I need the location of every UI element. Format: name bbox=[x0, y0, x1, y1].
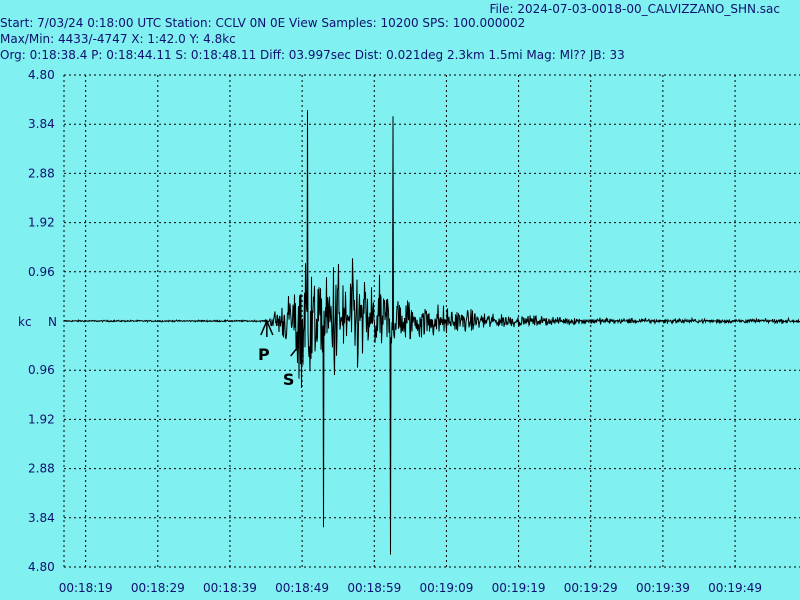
y-tick-label: 4.80 bbox=[28, 560, 55, 574]
y-axis-labels: 4.80 3.84 2.88 1.92 0.96 0.96 1.92 2.88 3.84 4.80 bbox=[28, 68, 55, 574]
units-label: kc bbox=[18, 315, 32, 329]
y-tick-label: 1.92 bbox=[28, 216, 55, 230]
y-tick-label: 3.84 bbox=[28, 511, 55, 525]
x-tick-label: 00:19:39 bbox=[636, 581, 690, 595]
max-min-info: Max/Min: 4433/-4747 X: 1:42.0 Y: 4.8kc bbox=[0, 32, 236, 46]
x-tick-label: 00:18:59 bbox=[347, 581, 401, 595]
x-tick-label: 00:18:29 bbox=[131, 581, 185, 595]
x-tick-label: 00:18:19 bbox=[59, 581, 113, 595]
y-tick-label: 1.92 bbox=[28, 412, 55, 426]
file-name: File: 2024-07-03-0018-00_CALVIZZANO_SHN.… bbox=[489, 2, 780, 16]
x-axis-labels: 00:18:19 00:18:29 00:18:39 00:18:49 00:18:59… bbox=[59, 581, 762, 595]
pick-label: P bbox=[258, 345, 270, 364]
y-tick-label: 2.88 bbox=[28, 462, 55, 476]
pick-label: S bbox=[283, 370, 295, 389]
y-tick-label: 2.88 bbox=[28, 166, 55, 180]
pick-s: S bbox=[283, 345, 300, 389]
phase-picks: PS bbox=[258, 319, 300, 389]
y-tick-label: 4.80 bbox=[28, 68, 55, 82]
x-tick-label: 00:18:39 bbox=[203, 581, 257, 595]
pick-marker bbox=[260, 319, 274, 337]
y-tick-label: 3.84 bbox=[28, 117, 55, 131]
x-tick-label: 00:19:09 bbox=[419, 581, 473, 595]
pick-marker bbox=[290, 345, 300, 357]
y-tick-label: 0.96 bbox=[28, 363, 55, 377]
origin-picks-info: Org: 0:18:38.4 P: 0:18:44.11 S: 0:18:48.… bbox=[0, 48, 625, 62]
x-tick-label: 00:19:49 bbox=[708, 581, 762, 595]
waveform-trace bbox=[63, 110, 800, 555]
x-tick-label: 00:18:49 bbox=[275, 581, 329, 595]
pick-p: P bbox=[258, 319, 274, 364]
y-tick-label: 0.96 bbox=[28, 265, 55, 279]
start-station-info: Start: 7/03/24 0:18:00 UTC Station: CCLV… bbox=[0, 16, 526, 30]
x-tick-label: 00:19:29 bbox=[564, 581, 618, 595]
zero-label: N bbox=[48, 315, 57, 329]
x-tick-label: 00:19:19 bbox=[492, 581, 546, 595]
